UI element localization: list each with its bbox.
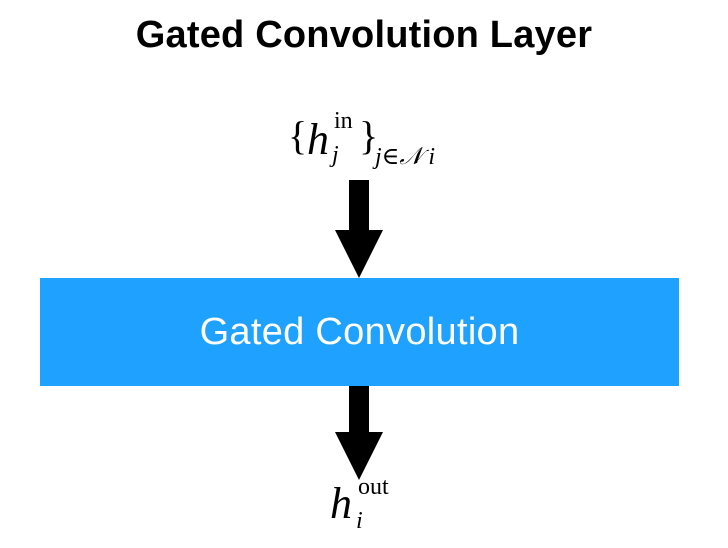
output-subscript: i <box>356 508 363 534</box>
output-superscript: out <box>358 474 389 500</box>
input-subscript: j <box>332 142 339 168</box>
open-brace: { <box>288 113 308 158</box>
gated-convolution-block: Gated Convolution <box>40 278 679 386</box>
output-symbol: h <box>330 479 352 528</box>
neighborhood-subscript: j∈𝒩 i <box>375 144 436 170</box>
output-arrow-head-icon <box>335 432 383 480</box>
input-superscript: in <box>334 108 353 134</box>
input-symbol: h <box>307 115 329 164</box>
input-arrow-head-icon <box>335 230 383 278</box>
diagram-title: Gated Convolution Layer <box>135 14 593 56</box>
close-brace: } <box>359 113 379 158</box>
input-arrow-shaft <box>349 180 369 232</box>
output-arrow-shaft <box>349 386 369 434</box>
output-features-label: h out i <box>330 474 450 544</box>
input-features-label: { h in j } j∈𝒩 i <box>288 108 488 178</box>
block-label: Gated Convolution <box>199 310 520 353</box>
